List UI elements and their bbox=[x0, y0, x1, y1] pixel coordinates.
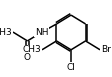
Text: CH3: CH3 bbox=[0, 28, 12, 37]
Text: CH3: CH3 bbox=[22, 45, 41, 54]
Text: Cl: Cl bbox=[66, 63, 75, 72]
Text: Br: Br bbox=[100, 45, 110, 54]
Text: NH: NH bbox=[35, 28, 48, 37]
Text: O: O bbox=[24, 53, 31, 62]
